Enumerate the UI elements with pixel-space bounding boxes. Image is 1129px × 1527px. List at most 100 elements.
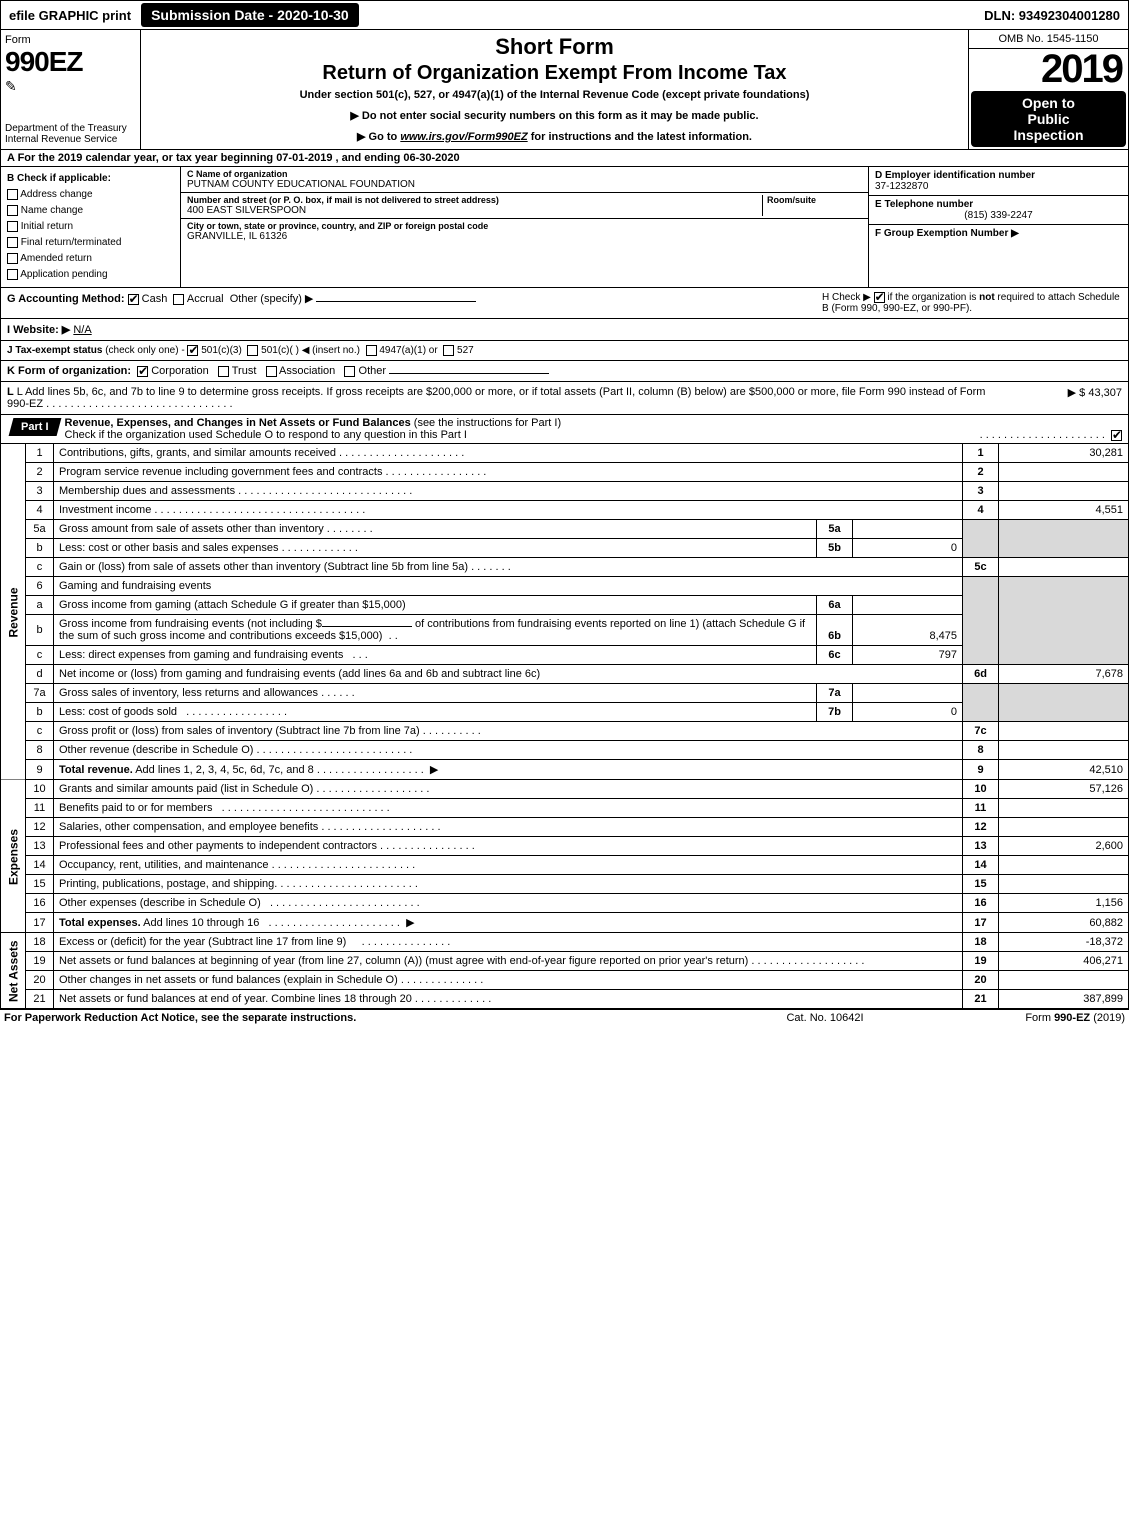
goto-link[interactable]: www.irs.gov/Form990EZ	[400, 131, 527, 143]
chk-other[interactable]	[344, 366, 355, 377]
chk-trust[interactable]	[218, 366, 229, 377]
line-10-desc: Grants and similar amounts paid (list in…	[59, 783, 313, 795]
side-revenue: Revenue	[1, 444, 26, 780]
return-title: Return of Organization Exempt From Incom…	[147, 62, 962, 85]
line-7a-val	[853, 684, 963, 703]
line-1-num: 1	[26, 444, 54, 463]
chk-assoc[interactable]	[266, 366, 277, 377]
line-19-desc: Net assets or fund balances at beginning…	[59, 955, 748, 967]
form-number: 990EZ	[5, 46, 136, 78]
line-20-desc: Other changes in net assets or fund bala…	[59, 974, 398, 986]
g-label: G Accounting Method:	[7, 293, 125, 305]
footer-right: Form 990-EZ (2019)	[925, 1012, 1125, 1024]
chk-final-return[interactable]: Final return/terminated	[7, 235, 174, 251]
group-exemption-label: F Group Exemption Number ▶	[875, 228, 1019, 239]
box-f: F Group Exemption Number ▶	[869, 225, 1128, 287]
chk-corp[interactable]	[137, 366, 148, 377]
footer-left: For Paperwork Reduction Act Notice, see …	[4, 1012, 725, 1024]
city-label: City or town, state or province, country…	[187, 221, 862, 231]
chk-name-change[interactable]: Name change	[7, 203, 174, 219]
line-7c-desc: Gross profit or (loss) from sales of inv…	[59, 725, 420, 737]
box-def: D Employer identification number 37-1232…	[868, 167, 1128, 287]
line-7b-val: 0	[853, 703, 963, 722]
line-21-val: 387,899	[999, 990, 1129, 1009]
line-9-desc: Total revenue.	[59, 764, 133, 776]
line-6b-val: 8,475	[853, 615, 963, 646]
line-17-val: 60,882	[999, 913, 1129, 933]
line-6-desc: Gaming and fundraising events	[54, 577, 963, 596]
chk-amended-return[interactable]: Amended return	[7, 251, 174, 267]
top-bar: efile GRAPHIC print Submission Date - 20…	[0, 0, 1129, 30]
g-other: Other (specify) ▶	[230, 293, 314, 305]
header-left: Form 990EZ ✎ Department of the Treasury …	[1, 30, 141, 149]
part-i-title: Revenue, Expenses, and Changes in Net As…	[59, 415, 1128, 443]
line-6b-desc1: Gross income from fundraising events (no…	[59, 618, 322, 630]
line-6a-desc: Gross income from gaming (attach Schedul…	[59, 599, 406, 611]
box-g: G Accounting Method: Cash Accrual Other …	[7, 292, 822, 314]
line-8-val	[999, 741, 1129, 760]
chk-initial-return[interactable]: Initial return	[7, 219, 174, 235]
line-5a-desc: Gross amount from sale of assets other t…	[59, 523, 324, 535]
box-b: B Check if applicable: Address change Na…	[1, 167, 181, 287]
goto-instructions: ▶ Go to www.irs.gov/Form990EZ for instru…	[147, 130, 962, 143]
line-4-desc: Investment income	[59, 504, 151, 516]
chk-address-change[interactable]: Address change	[7, 187, 174, 203]
line-5c-val	[999, 558, 1129, 577]
phone-value: (815) 339-2247	[875, 210, 1122, 221]
box-e: E Telephone number (815) 339-2247	[869, 196, 1128, 225]
line-6c-val: 797	[853, 646, 963, 665]
line-14-desc: Occupancy, rent, utilities, and maintena…	[59, 859, 269, 871]
header-center: Short Form Return of Organization Exempt…	[141, 30, 968, 149]
open-public-badge: Open to Public Inspection	[971, 91, 1126, 147]
org-street-row: Number and street (or P. O. box, if mail…	[181, 193, 868, 219]
chk-accrual[interactable]	[173, 294, 184, 305]
dept-irs: Internal Revenue Service	[5, 134, 136, 145]
line-11-val	[999, 799, 1129, 818]
chk-4947[interactable]	[366, 345, 377, 356]
box-h: H Check ▶ if the organization is not req…	[822, 292, 1122, 314]
part-i-badge: Part I	[9, 418, 61, 436]
row-j: J Tax-exempt status (check only one) - 5…	[0, 341, 1129, 361]
line-7a-desc: Gross sales of inventory, less returns a…	[59, 687, 318, 699]
dept-treasury: Department of the Treasury	[5, 123, 136, 134]
line-5a-val	[853, 520, 963, 539]
part-i-header: Part I Revenue, Expenses, and Changes in…	[0, 415, 1129, 444]
org-street: 400 EAST SILVERSPOON	[187, 205, 762, 216]
ein-value: 37-1232870	[875, 181, 1122, 192]
line-13-desc: Professional fees and other payments to …	[59, 840, 377, 852]
part-i-check-text: Check if the organization used Schedule …	[65, 429, 467, 441]
dln-label: DLN: 93492304001280	[976, 5, 1128, 26]
line-6d-val: 7,678	[999, 665, 1129, 684]
line-2-val	[999, 463, 1129, 482]
line-10-val: 57,126	[999, 780, 1129, 799]
chk-schedule-o[interactable]	[1111, 430, 1122, 441]
subsection: Under section 501(c), 527, or 4947(a)(1)…	[147, 89, 962, 101]
open2: Public	[973, 111, 1124, 127]
line-19-val: 406,271	[999, 952, 1129, 971]
chk-h[interactable]	[874, 292, 885, 303]
line-5b-desc: Less: cost or other basis and sales expe…	[59, 542, 279, 554]
line-3-val	[999, 482, 1129, 501]
line-9-val: 42,510	[999, 760, 1129, 780]
box-d: D Employer identification number 37-1232…	[869, 167, 1128, 196]
open3: Inspection	[973, 127, 1124, 143]
chk-cash[interactable]	[128, 294, 139, 305]
chk-501c3[interactable]	[187, 345, 198, 356]
footer-center: Cat. No. 10642I	[725, 1012, 925, 1024]
line-12-val	[999, 818, 1129, 837]
chk-application-pending[interactable]: Application pending	[7, 267, 174, 283]
l-value: ▶ $ 43,307	[1002, 386, 1122, 410]
line-1-val: 30,281	[999, 444, 1129, 463]
website-value: N/A	[73, 324, 91, 336]
side-netassets: Net Assets	[1, 933, 26, 1009]
chk-527[interactable]	[443, 345, 454, 356]
line-1-ln: 1	[963, 444, 999, 463]
line-21-desc: Net assets or fund balances at end of ye…	[59, 993, 412, 1005]
chk-501c[interactable]	[247, 345, 258, 356]
side-expenses: Expenses	[1, 780, 26, 933]
line-6a-val	[853, 596, 963, 615]
l-text: L Add lines 5b, 6c, and 7b to line 9 to …	[7, 386, 985, 410]
line-13-val: 2,600	[999, 837, 1129, 856]
goto-post: for instructions and the latest informat…	[528, 131, 752, 143]
ein-label: D Employer identification number	[875, 170, 1122, 181]
